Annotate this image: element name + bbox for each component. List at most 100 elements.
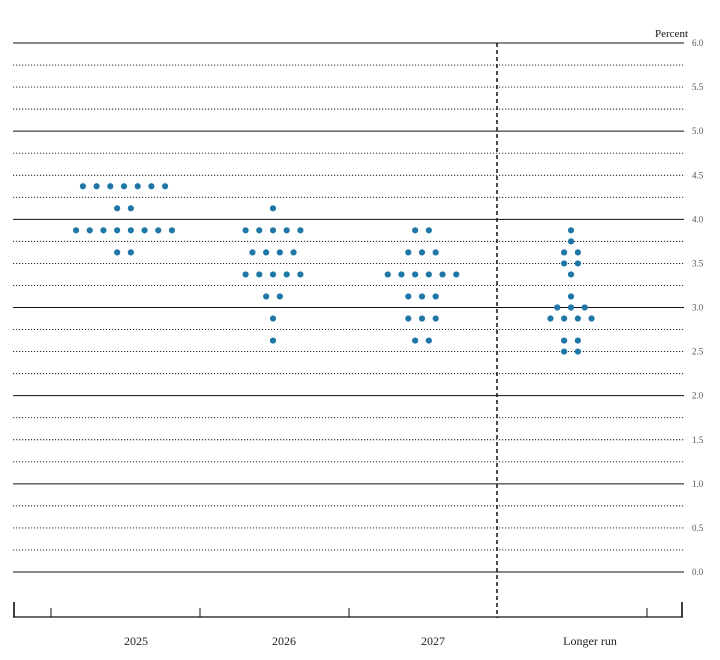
participant-dot (79, 183, 86, 190)
unit-label: Percent (655, 28, 688, 40)
participant-dot (561, 315, 568, 322)
participant-dot (412, 337, 419, 344)
x-axis (13, 602, 683, 618)
participant-dot (297, 227, 304, 234)
participant-dot (439, 271, 446, 278)
participant-dot (425, 337, 432, 344)
participant-dot (384, 271, 391, 278)
participant-dot (432, 249, 439, 256)
participant-dot (425, 271, 432, 278)
participant-dot (134, 183, 141, 190)
participant-dot (561, 260, 568, 267)
participant-dot (567, 304, 575, 311)
participant-dot (263, 293, 270, 300)
participant-dot (107, 183, 114, 190)
dots (72, 183, 595, 355)
participant-dot (148, 183, 155, 190)
participant-dot (141, 227, 148, 234)
participant-dot (276, 293, 283, 300)
participant-dot (405, 249, 412, 256)
participant-dot (249, 249, 256, 256)
participant-dot (168, 227, 176, 234)
participant-dot (263, 249, 270, 256)
y-tick-label: 5.5 (692, 82, 704, 92)
participant-dot (290, 249, 297, 256)
participant-dot (127, 205, 134, 212)
x-category-label: 2027 (421, 634, 445, 648)
participant-dot (412, 227, 419, 234)
y-tick-label: 0.0 (692, 567, 704, 577)
participant-dot (432, 293, 439, 300)
participant-dot (561, 348, 568, 355)
participant-dot (155, 227, 162, 234)
participant-dot (127, 227, 134, 234)
participant-dot (269, 315, 277, 322)
participant-dot (418, 293, 426, 300)
gridlines (13, 42, 684, 573)
participant-dot (283, 227, 290, 234)
participant-dot (405, 293, 412, 300)
participant-dot (567, 271, 575, 278)
participant-dot (567, 227, 575, 234)
x-category-label: 2025 (124, 634, 148, 648)
y-tick-label: 0.5 (692, 523, 704, 533)
participant-dot (276, 249, 283, 256)
y-tick-label: 3.5 (692, 258, 704, 268)
participant-dot (405, 315, 412, 322)
participant-dot (100, 227, 107, 234)
y-tick-label: 3.0 (692, 303, 704, 313)
participant-dot (127, 249, 134, 256)
participant-dot (574, 315, 581, 322)
participant-dot (283, 271, 290, 278)
y-tick-label: 2.0 (692, 391, 704, 401)
participant-dot (242, 227, 249, 234)
participant-dot (412, 271, 419, 278)
participant-dot (269, 337, 277, 344)
participant-dot (398, 271, 405, 278)
participant-dot (418, 249, 426, 256)
participant-dot (86, 227, 93, 234)
participant-dot (567, 238, 575, 245)
participant-dot (425, 227, 432, 234)
participant-dot (418, 315, 426, 322)
participant-dot (256, 271, 263, 278)
participant-dot (256, 227, 263, 234)
participant-dot (72, 227, 80, 234)
participant-dot (93, 183, 100, 190)
x-category-label: Longer run (563, 634, 617, 648)
participant-dot (554, 304, 561, 311)
participant-dot (162, 183, 169, 190)
participant-dot (574, 337, 581, 344)
participant-dot (242, 271, 249, 278)
participant-dot (561, 337, 568, 344)
participant-dot (574, 348, 581, 355)
participant-dot (297, 271, 304, 278)
y-tick-label: 2.5 (692, 347, 704, 357)
y-axis-tick-labels: 0.0 0.5 1.0 1.5 2.0 2.5 3.0 3.5 4.0 4.5 5.0 5.5 6.0 (692, 38, 704, 577)
participant-dot (574, 249, 581, 256)
participant-dot (269, 205, 277, 212)
y-tick-label: 4.0 (692, 214, 704, 224)
participant-dot (588, 315, 595, 322)
participant-dot (114, 227, 121, 234)
participant-dot (114, 249, 121, 256)
participant-dot (269, 271, 277, 278)
y-tick-label: 1.5 (692, 435, 704, 445)
y-tick-label: 5.0 (692, 126, 704, 136)
x-category-label: 2026 (272, 634, 296, 648)
y-tick-label: 4.5 (692, 170, 704, 180)
participant-dot (567, 293, 575, 300)
participant-dot (432, 315, 439, 322)
participant-dot (114, 205, 121, 212)
participant-dot (581, 304, 588, 311)
participant-dot (574, 260, 581, 267)
participant-dot (561, 249, 568, 256)
y-tick-label: 1.0 (692, 479, 704, 489)
participant-dot (269, 227, 277, 234)
y-tick-label: 6.0 (692, 38, 704, 48)
participant-dot (547, 315, 554, 322)
participant-dot (453, 271, 460, 278)
participant-dot (120, 183, 128, 190)
x-axis-category-labels: 2025 2026 2027 Longer run (124, 634, 617, 648)
